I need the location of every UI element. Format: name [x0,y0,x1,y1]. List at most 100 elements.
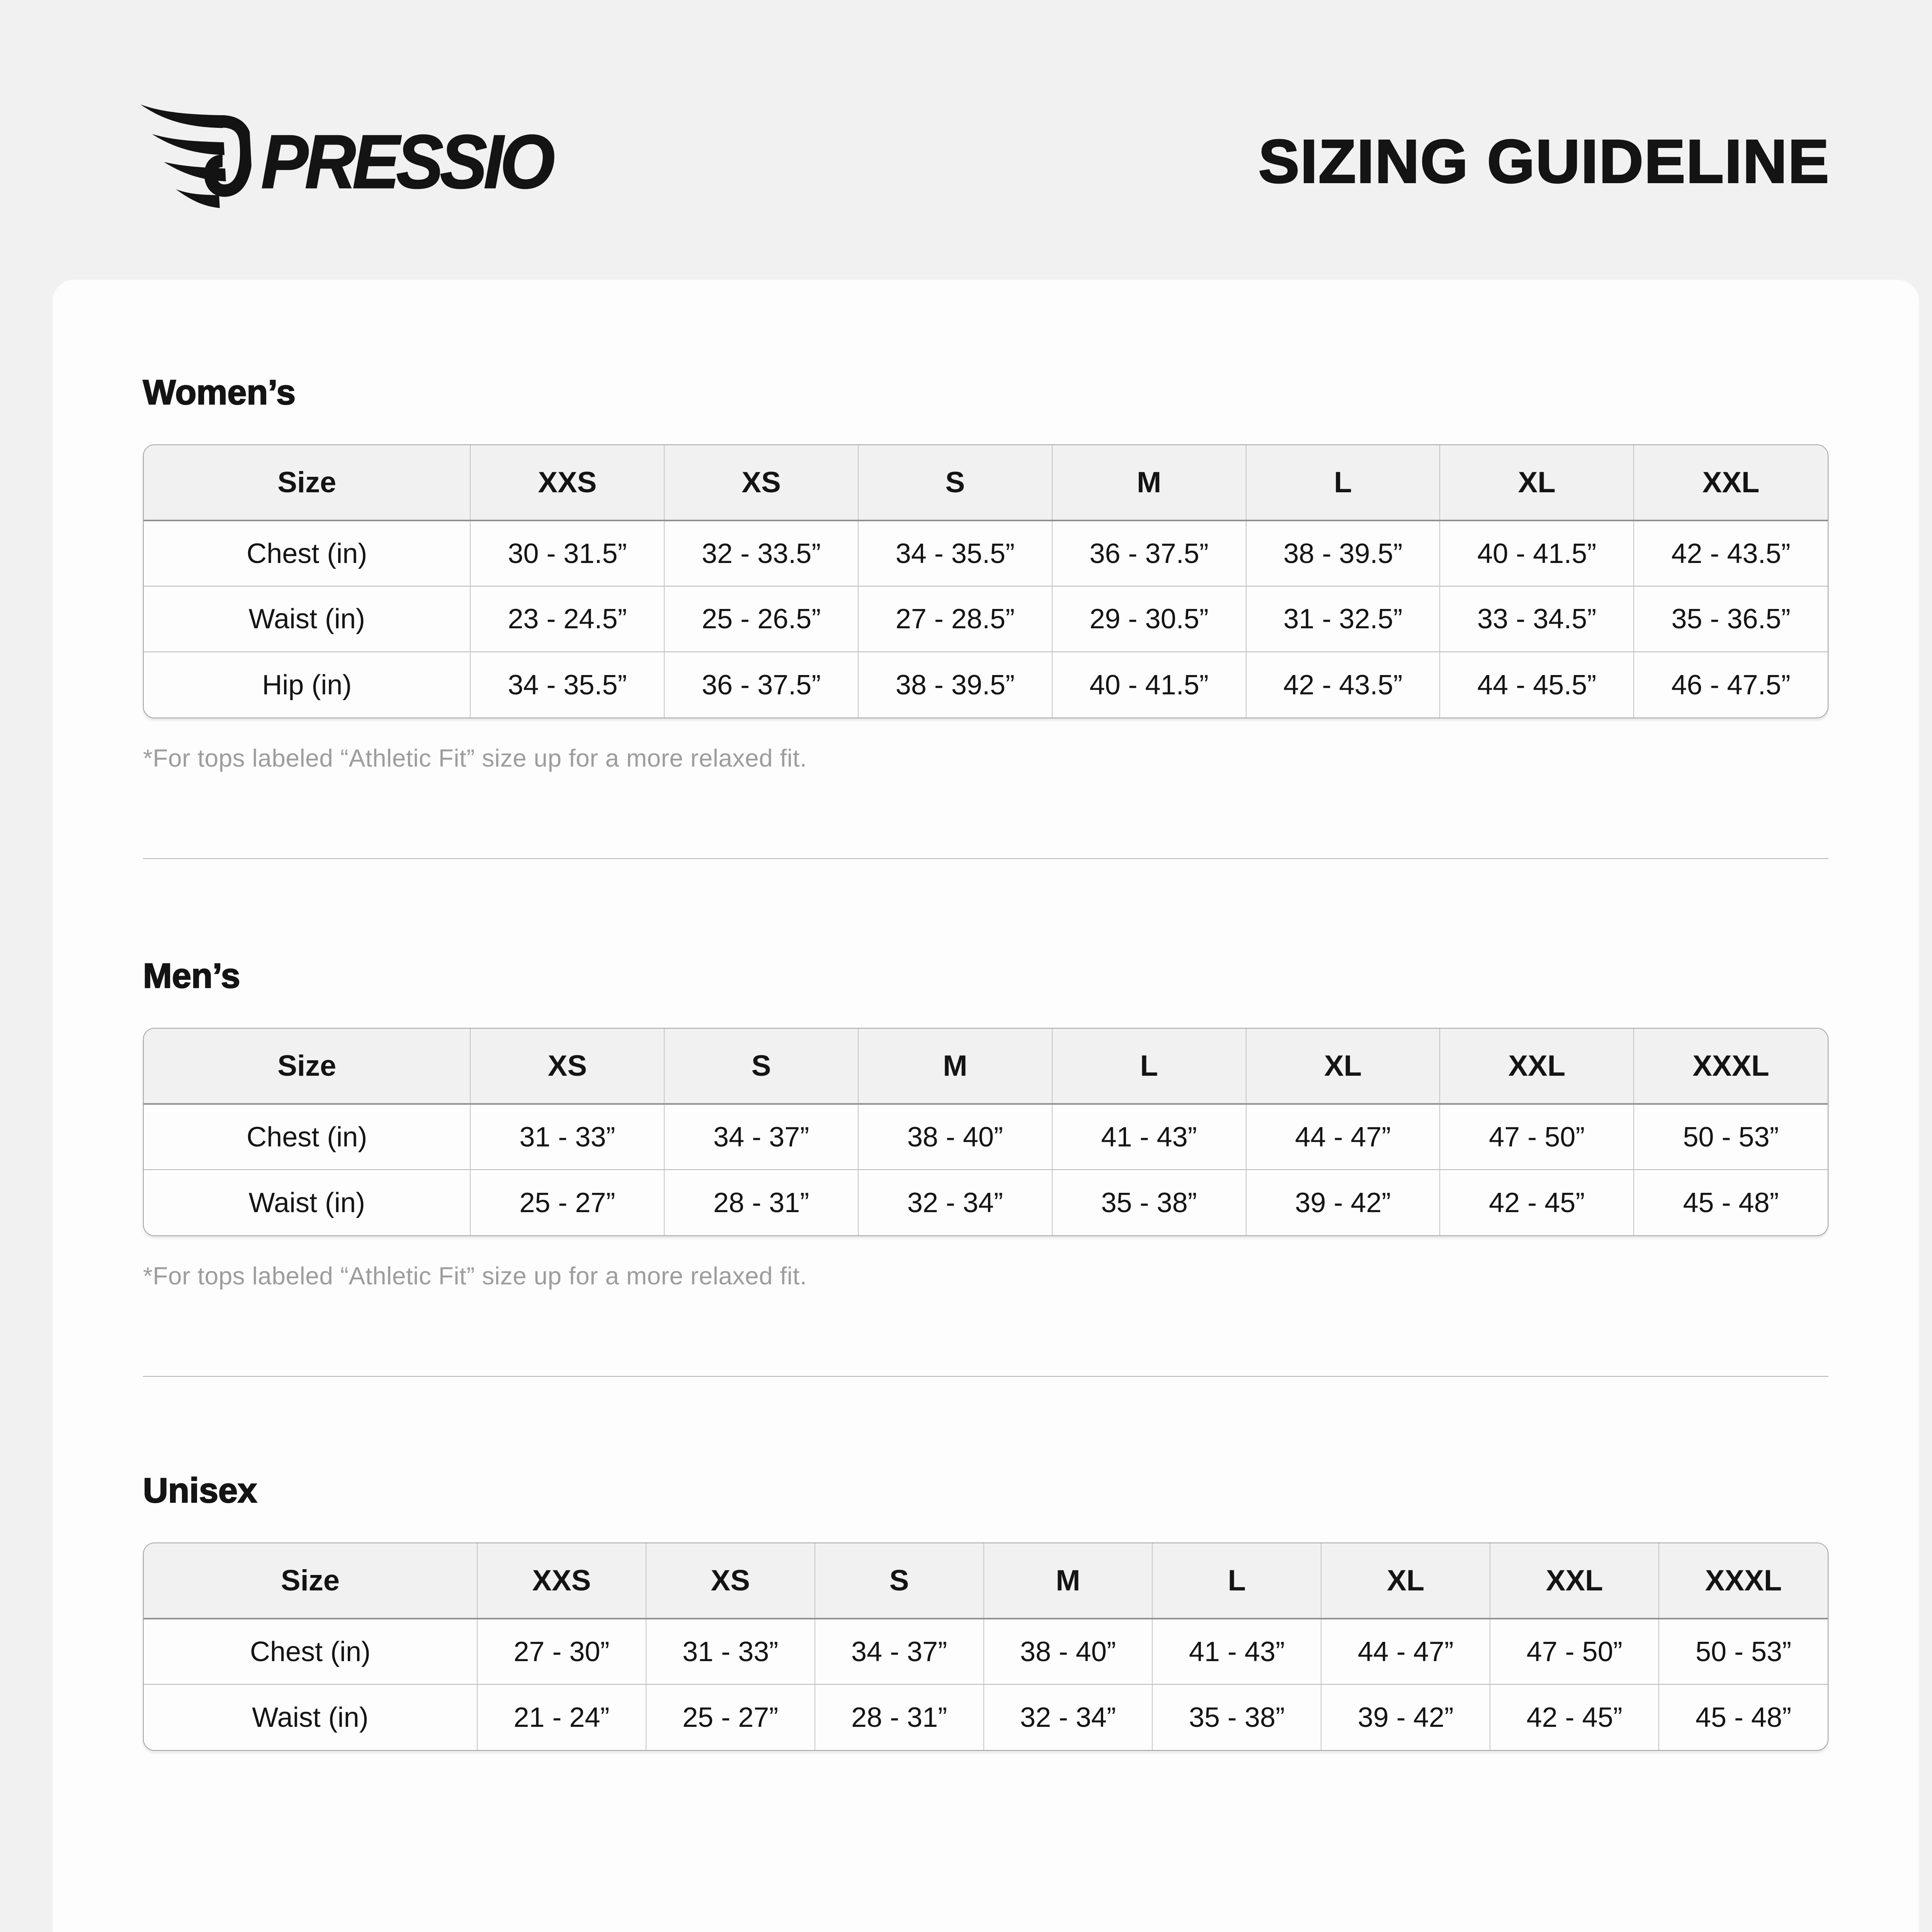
size-value-cell: 28 - 31” [814,1684,984,1750]
size-value-cell: 31 - 33” [645,1619,815,1684]
size-column-header: XS [470,1029,665,1105]
size-label-header: Size [144,445,471,521]
size-column-header: S [664,1029,858,1105]
size-column-header: M [858,1029,1052,1105]
size-value-cell: 42 - 45” [1490,1684,1659,1750]
size-column-header: XS [645,1543,815,1619]
mens-size-table: Size XS S M L XL XXL XXXL Chest (in) 31 - 33” 34 -… [143,1028,1828,1236]
size-value-cell: 38 - 40” [983,1619,1153,1684]
section-divider [143,1376,1828,1377]
page-title: SIZING GUIDELINE [1258,127,1830,196]
size-value-cell: 35 - 36.5” [1633,586,1828,652]
size-column-header: XXL [1633,445,1828,521]
section-divider [143,858,1828,859]
size-value-cell: 39 - 42” [1321,1684,1490,1750]
size-value-cell: 25 - 27” [470,1169,665,1235]
section-heading-mens: Men’s [143,956,241,996]
size-value-cell: 34 - 37” [814,1619,984,1684]
size-value-cell: 42 - 43.5” [1633,520,1828,586]
brand-name: PRESSIO [261,119,556,204]
size-value-cell: 47 - 50” [1490,1619,1659,1684]
size-value-cell: 46 - 47.5” [1633,651,1828,718]
size-column-header: XXS [476,1543,646,1619]
size-value-cell: 29 - 30.5” [1051,586,1246,652]
size-value-cell: 36 - 37.5” [1051,520,1246,586]
size-column-header: M [1051,445,1246,521]
size-value-cell: 44 - 47” [1321,1619,1490,1684]
measurement-row-label: Waist (in) [144,1169,471,1235]
measurement-row-label: Hip (in) [144,651,471,718]
athletic-fit-footnote-womens: *For tops labeled “Athletic Fit” size up… [143,744,807,772]
size-value-cell: 44 - 45.5” [1439,651,1634,718]
unisex-size-table: Size XXS XS S M L XL XXL XXXL Chest (in) 27 - 30” 3… [143,1543,1828,1751]
size-column-header: L [1245,445,1440,521]
size-value-cell: 40 - 41.5” [1439,520,1634,586]
measurement-row-label: Chest (in) [247,1121,367,1153]
size-value-cell: 41 - 43” [1152,1619,1321,1684]
section-mens: Men’s Size XS S M L XL XXL XXXL Chest (in) 31 - 3… [143,956,1828,1290]
table-row: Waist (in) 25 - 27” 28 - 31” 32 - 34” 35 - 3… [144,1169,1828,1235]
size-value-cell: 21 - 24” [476,1684,646,1750]
size-column-header: XL [1321,1543,1490,1619]
section-heading-unisex: Unisex [143,1471,258,1511]
header-row: Size XS S M L XL XXL XXXL [144,1029,1828,1105]
athletic-fit-footnote-mens: *For tops labeled “Athletic Fit” size up… [143,1262,807,1290]
size-value-cell: 33 - 34.5” [1439,586,1634,652]
size-value-cell: 36 - 37.5” [664,651,858,718]
section-womens: Women’s Size XXS XS S M L XL XXL Chest (in) 30 - … [143,373,1828,772]
size-value-cell: 31 - 32.5” [1245,586,1440,652]
measurement-row-label: Waist (in) [144,1684,477,1750]
header-row: Size XXS XS S M L XL XXL [144,445,1828,521]
size-value-cell: 38 - 39.5” [858,651,1052,718]
pressio-wing-icon [140,104,253,208]
size-value-cell: 39 - 42” [1245,1169,1440,1235]
size-column-header: XXXL [1633,1029,1828,1105]
measurement-row-label: Chest (in) [250,1636,371,1667]
table-row: Chest (in) 27 - 30” 31 - 33” 34 - 37” 38 - 4… [144,1619,1828,1684]
size-value-cell: 27 - 30” [476,1619,646,1684]
size-value-cell: 25 - 27” [645,1684,815,1750]
top-bar: PRESSIO SIZING GUIDELINE [138,84,1830,239]
size-column-header: XXXL [1658,1543,1828,1619]
size-value-cell: 31 - 33” [470,1104,665,1170]
size-value-cell: 38 - 40” [858,1104,1052,1170]
size-value-cell: 41 - 43” [1051,1104,1246,1170]
size-value-cell: 42 - 43.5” [1245,651,1440,718]
size-value-cell: 42 - 45” [1439,1169,1634,1235]
size-value-cell: 28 - 31” [664,1169,858,1235]
size-value-cell: 38 - 39.5” [1245,520,1440,586]
section-unisex: Unisex Size XXS XS S M L XL XXL XXXL Chest (in) 27… [143,1471,1828,1751]
measurement-row-label: Waist (in) [144,586,471,652]
size-value-cell: 50 - 53” [1633,1104,1828,1170]
size-column-header: M [983,1543,1153,1619]
sizing-card: Women’s Size XXS XS S M L XL XXL Chest (in) 30 - … [53,280,1919,1932]
size-column-header: XL [1245,1029,1440,1105]
size-value-cell: 50 - 53” [1658,1619,1828,1684]
size-column-header: XXL [1490,1543,1659,1619]
size-column-header: XXS [470,445,665,521]
table-row: Hip (in) 34 - 35.5” 36 - 37.5” 38 - 39.5” 40… [144,651,1828,718]
size-value-cell: 32 - 34” [983,1684,1153,1750]
size-value-cell: 45 - 48” [1633,1169,1828,1235]
brand-logo: PRESSIO [138,99,573,224]
size-value-cell: 23 - 24.5” [470,586,665,652]
size-column-header: S [858,445,1052,521]
section-heading-womens: Women’s [143,373,296,413]
size-value-cell: 32 - 34” [858,1169,1052,1235]
size-value-cell: 30 - 31.5” [470,520,665,586]
size-column-header: S [814,1543,984,1619]
size-value-cell: 27 - 28.5” [858,586,1052,652]
table-row: Waist (in) 23 - 24.5” 25 - 26.5” 27 - 28.5”… [144,586,1828,652]
size-column-header: L [1152,1543,1321,1619]
size-value-cell: 47 - 50” [1439,1104,1634,1170]
size-value-cell: 45 - 48” [1658,1684,1828,1750]
size-value-cell: 32 - 33.5” [664,520,858,586]
size-label-header: Size [144,1543,477,1619]
table-row: Waist (in) 21 - 24” 25 - 27” 28 - 31” 32 - 3… [144,1684,1828,1750]
size-column-header: XXL [1439,1029,1634,1105]
size-column-header: XL [1439,445,1634,521]
size-value-cell: 40 - 41.5” [1051,651,1246,718]
size-label-header: Size [144,1029,471,1105]
size-value-cell: 34 - 35.5” [858,520,1052,586]
table-row: Chest (in) 31 - 33” 34 - 37” 38 - 40” 41 - 4… [144,1104,1828,1170]
